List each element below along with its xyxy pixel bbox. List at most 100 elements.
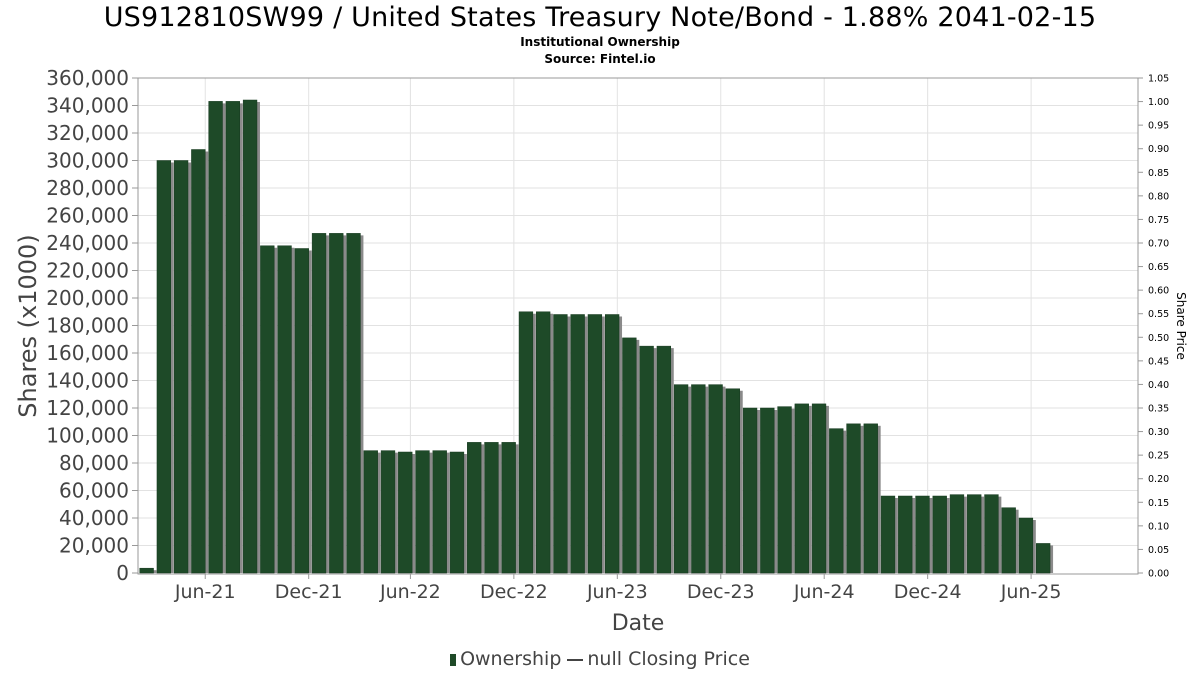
y-tick-label: 120,000	[46, 396, 129, 420]
y2-tick-label: 0.85	[1148, 168, 1169, 179]
y2-tick-label: 0.25	[1148, 451, 1169, 462]
legend-ownership: Ownership	[460, 648, 562, 670]
y2-tick-label: 0.00	[1148, 569, 1169, 580]
bar	[415, 450, 430, 574]
bar	[829, 428, 844, 574]
chart-subtitle: Institutional Ownership	[520, 35, 680, 49]
bar	[191, 149, 206, 574]
bar	[277, 245, 292, 574]
y-tick-label: 180,000	[46, 314, 129, 338]
y2-tick-label: 0.15	[1148, 498, 1169, 509]
closing-price-line-icon	[567, 658, 584, 661]
y2-tick-label: 0.40	[1148, 380, 1169, 391]
bar	[536, 311, 551, 574]
y2-tick-label: 0.95	[1148, 121, 1169, 132]
bar	[260, 245, 275, 574]
y-tick-label: 60,000	[59, 479, 129, 503]
y2-tick-label: 0.20	[1148, 474, 1169, 485]
y2-tick-label: 0.45	[1148, 356, 1169, 367]
y-tick-label: 100,000	[46, 424, 129, 448]
bar	[173, 160, 189, 574]
y2-tick-label: 0.70	[1148, 239, 1169, 250]
y-tick-label: 140,000	[46, 369, 129, 393]
bar	[398, 451, 413, 574]
bar	[363, 450, 378, 574]
y2-tick-label: 0.55	[1148, 309, 1169, 320]
y2-tick-label: 0.05	[1148, 545, 1169, 556]
x-tick-label: Dec-22	[480, 581, 548, 603]
y2-tick-label: 0.30	[1148, 427, 1169, 438]
chart-source: Source: Fintel.io	[544, 52, 656, 66]
y-tick-label: 0	[116, 561, 129, 585]
bar	[139, 567, 154, 574]
bar	[518, 311, 534, 574]
y2-axis: 0.00 0.05 0.10 0.15 0.20 0.25 0.30 0.35 0.40 0.45…	[1138, 74, 1169, 580]
bar	[329, 233, 344, 574]
bar	[208, 101, 223, 574]
y2-tick-label: 1.05	[1148, 74, 1169, 85]
y2-tick-label: 0.75	[1148, 215, 1169, 226]
y-tick-label: 220,000	[46, 259, 129, 283]
y-tick-label: 20,000	[59, 534, 129, 558]
y-tick-label: 240,000	[46, 231, 129, 255]
bar	[880, 495, 896, 574]
x-tick-label: Dec-24	[894, 581, 962, 603]
y2-tick-label: 0.60	[1148, 286, 1169, 297]
x-axis: Jun-21 Dec-21 Jun-22 Dec-22 Jun-23 Dec-23 Jun-…	[174, 573, 1062, 603]
bar	[742, 407, 758, 574]
bar	[967, 494, 982, 574]
x-axis-label: Date	[612, 611, 665, 636]
x-tick-label: Jun-22	[379, 581, 441, 603]
y-tick-label: 200,000	[46, 286, 129, 310]
chart-title: US912810SW99 / United States Treasury No…	[103, 2, 1097, 33]
bar	[294, 248, 309, 574]
bar	[346, 233, 361, 574]
x-tick-label: Jun-24	[793, 581, 855, 603]
bar	[432, 450, 447, 574]
y2-tick-label: 0.50	[1148, 333, 1169, 344]
y2-tick-label: 1.00	[1148, 97, 1169, 108]
y-axis: 0 20,000 40,000 60,000 80,000 100,000 120,000 1…	[46, 66, 138, 585]
y-tick-label: 340,000	[46, 94, 129, 118]
bar	[484, 442, 499, 574]
bar	[311, 233, 327, 574]
legend: Ownership null Closing Price	[0, 648, 1200, 670]
y2-tick-label: 0.10	[1148, 521, 1169, 532]
y-tick-label: 280,000	[46, 176, 129, 200]
bar	[449, 451, 465, 574]
x-tick-label: Dec-21	[275, 581, 343, 603]
bar	[604, 314, 620, 574]
bar	[932, 495, 947, 574]
bar	[846, 423, 861, 574]
bar	[777, 406, 792, 574]
bar	[1001, 507, 1016, 574]
bar	[467, 442, 482, 574]
bar	[553, 314, 568, 574]
bar	[863, 423, 878, 574]
bar	[673, 384, 689, 574]
bar	[156, 160, 172, 574]
bar	[587, 314, 603, 574]
y-axis-label: Shares (x1000)	[14, 234, 42, 417]
ownership-swatch-icon	[450, 653, 457, 666]
bar	[622, 337, 637, 574]
y2-tick-label: 0.90	[1148, 144, 1169, 155]
bar	[691, 384, 706, 574]
y2-axis-label: Share Price	[1174, 292, 1188, 360]
x-tick-label: Jun-25	[1000, 581, 1062, 603]
y2-tick-label: 0.35	[1148, 404, 1169, 415]
bar	[1036, 543, 1051, 574]
bar	[811, 403, 827, 574]
bar	[380, 450, 396, 574]
bar	[949, 494, 965, 574]
bar	[501, 442, 516, 574]
bar	[915, 495, 930, 574]
bar	[898, 495, 913, 574]
bar	[760, 407, 775, 574]
bar	[708, 384, 723, 574]
y-tick-label: 360,000	[46, 66, 129, 90]
y-tick-label: 300,000	[46, 149, 129, 173]
bar	[1018, 517, 1034, 574]
y-tick-label: 80,000	[59, 451, 129, 475]
y2-tick-label: 0.80	[1148, 191, 1169, 202]
